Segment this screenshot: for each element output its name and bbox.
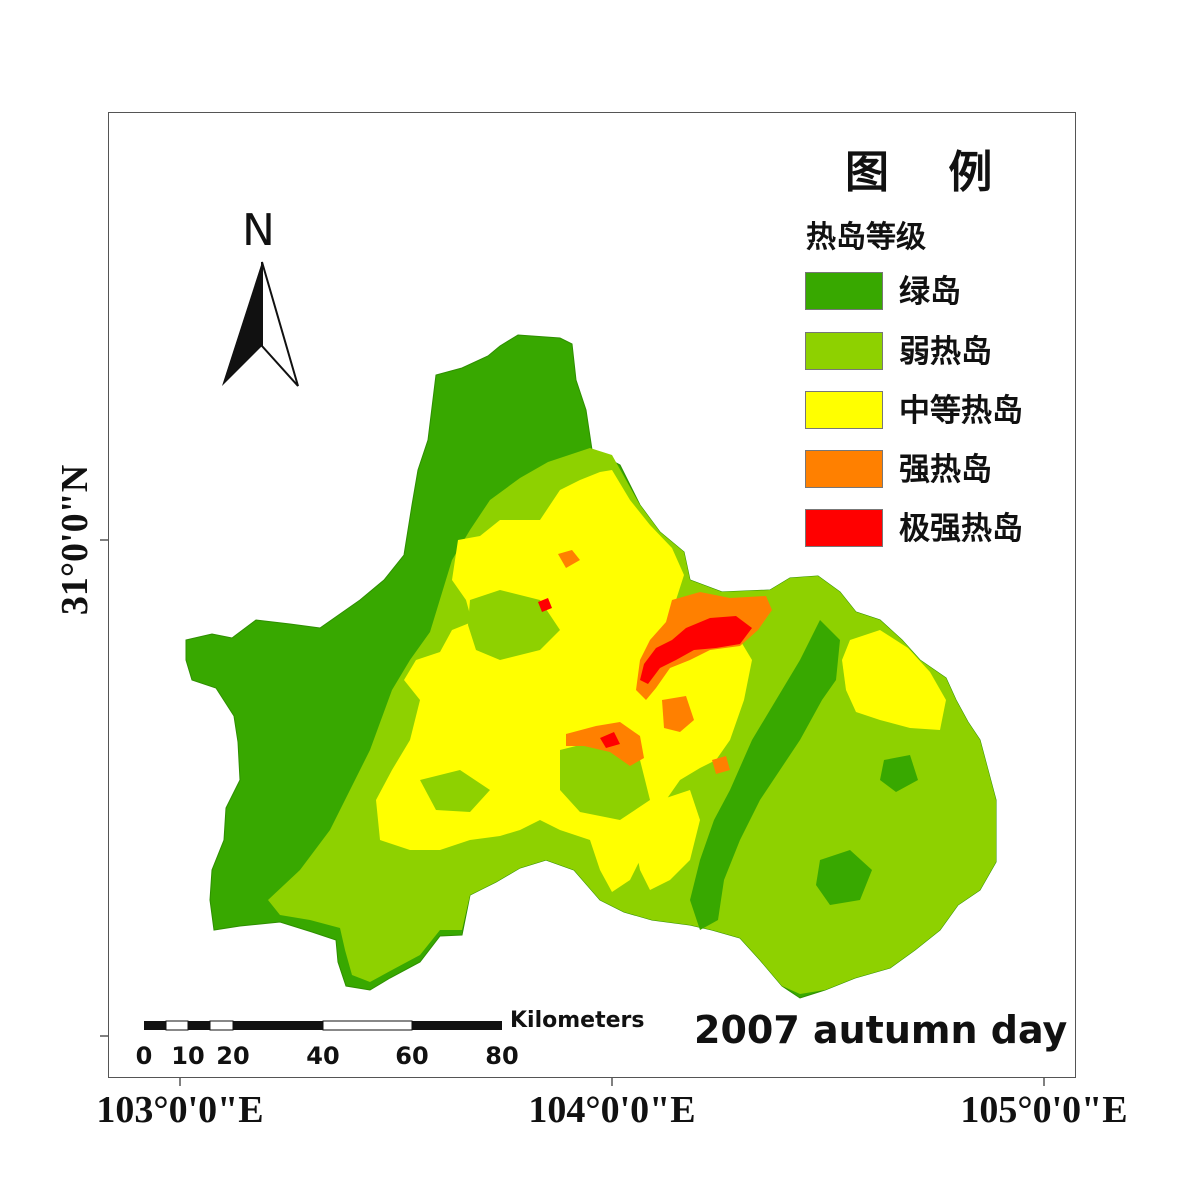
scale-tick-label: 20 — [216, 1042, 250, 1070]
scale-tick-label: 40 — [306, 1042, 340, 1070]
zone-green-ridge — [690, 620, 840, 930]
scale-tick-label: 80 — [485, 1042, 519, 1070]
zone-weak-patch — [468, 590, 560, 660]
zone-green-patch — [880, 755, 918, 792]
zone-extreme — [640, 616, 752, 684]
zone-green-patch — [816, 850, 872, 905]
legend-label: 弱热岛 — [899, 334, 992, 370]
legend-swatch — [805, 272, 883, 310]
legend-swatch — [805, 391, 883, 429]
legend-swatch — [805, 509, 883, 547]
legend-label: 中等热岛 — [899, 393, 1023, 429]
longitude-label: 105°0'0"E — [960, 1089, 1128, 1131]
zone-strong — [712, 756, 730, 774]
zone-extreme — [600, 732, 620, 748]
zone-strong — [662, 696, 694, 732]
zone-moderate-east — [842, 630, 946, 730]
scale-bar — [144, 1020, 502, 1031]
legend-swatch — [805, 450, 883, 488]
scale-tick-label: 0 — [135, 1042, 153, 1070]
legend-subtitle: 热岛等级 — [806, 220, 926, 255]
map-title: 2007 autumn day — [694, 1008, 1068, 1052]
legend-title: 图 例 — [845, 147, 1015, 198]
north-arrow-icon — [222, 261, 299, 387]
scale-unit: Kilometers — [510, 1008, 645, 1033]
legend-label: 强热岛 — [899, 452, 992, 488]
zone-moderate-south — [630, 790, 700, 890]
zone-extreme — [538, 598, 552, 612]
latitude-label: 31°0'0"N — [54, 464, 96, 616]
longitude-label: 103°0'0"E — [96, 1089, 264, 1131]
zone-weak-patch — [420, 770, 490, 812]
north-label: N — [242, 205, 275, 256]
scale-tick-label: 10 — [171, 1042, 205, 1070]
scale-tick-label: 60 — [395, 1042, 429, 1070]
zone-strong — [558, 550, 580, 568]
legend-label: 绿岛 — [899, 274, 961, 310]
legend-swatch — [805, 332, 883, 370]
longitude-label: 104°0'0"E — [528, 1089, 696, 1131]
legend-label: 极强热岛 — [899, 511, 1023, 547]
